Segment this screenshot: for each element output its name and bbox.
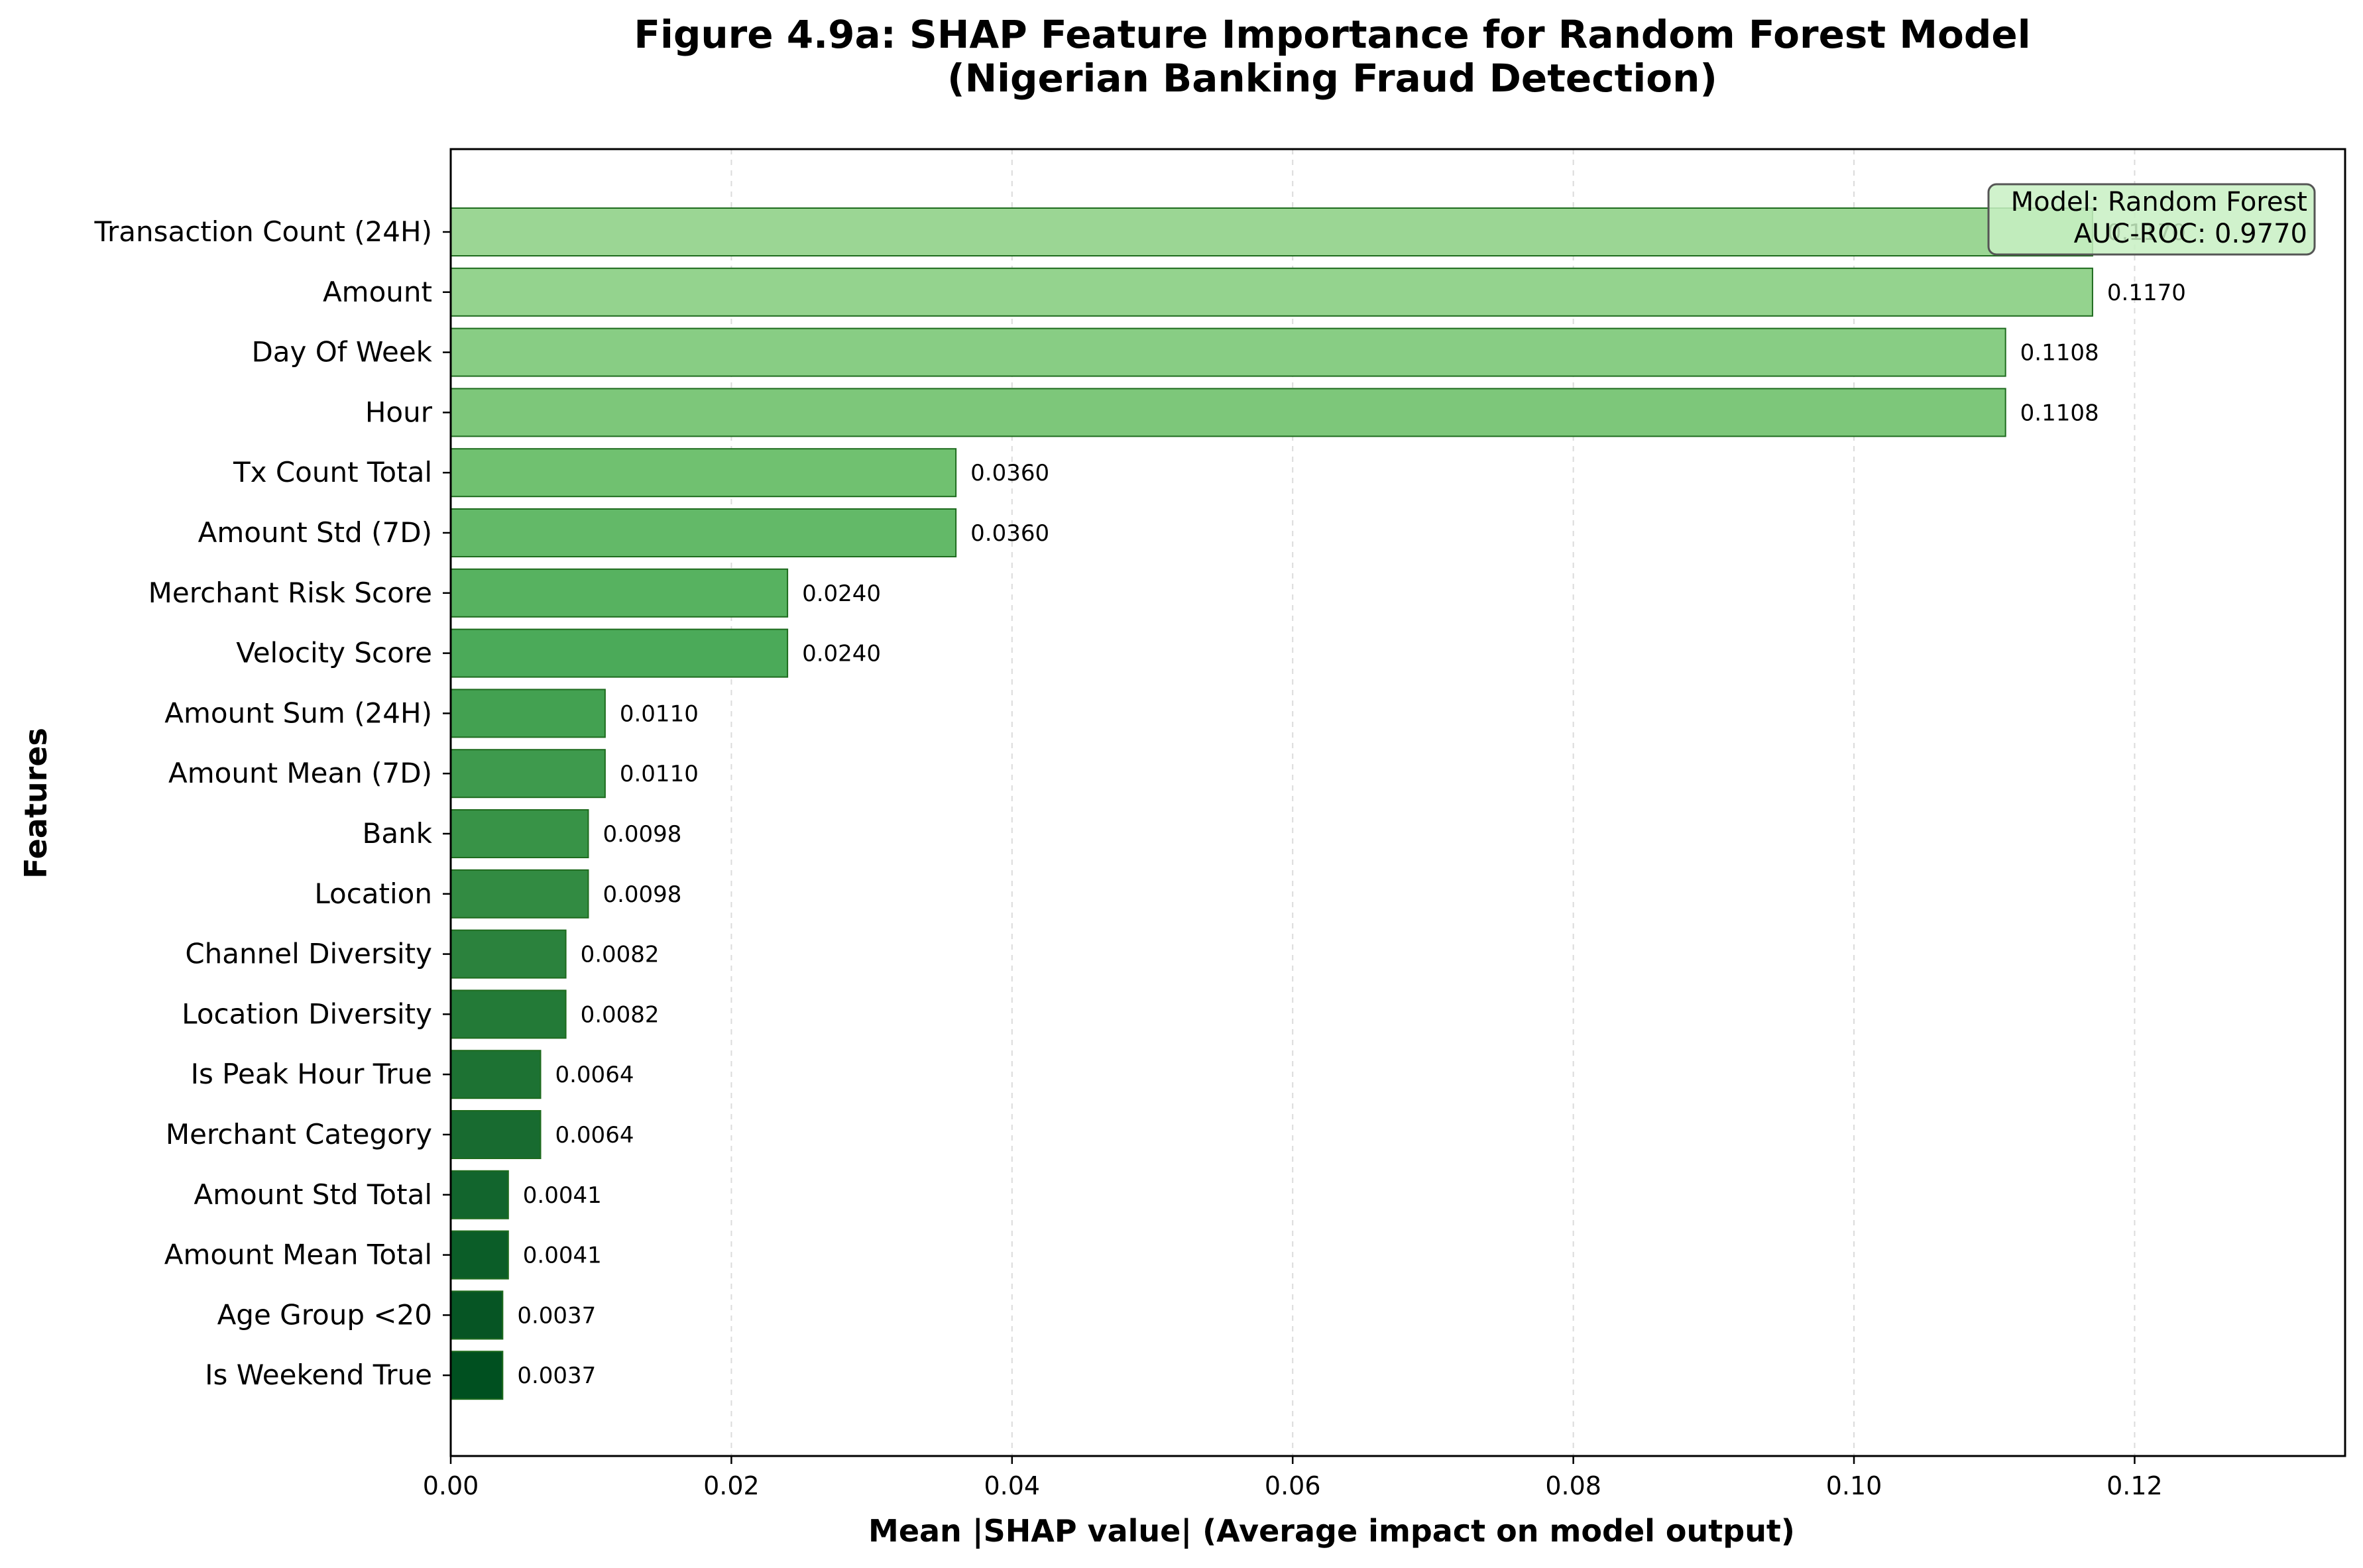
bar — [450, 1230, 509, 1280]
bar — [450, 809, 589, 858]
y-tick-label: Location — [314, 877, 432, 910]
y-tick-label: Hour — [365, 396, 433, 428]
bar — [450, 448, 957, 498]
bar-value-label: 0.1108 — [2020, 400, 2099, 426]
bar-value-label: 0.0082 — [581, 1001, 660, 1028]
y-tick-label: Amount Std Total — [194, 1178, 432, 1211]
y-tick-label: Day Of Week — [251, 336, 432, 368]
y-tick-label: Tx Count Total — [233, 456, 432, 488]
bar-value-label: 0.0360 — [970, 460, 1049, 486]
chart-title: Figure 4.9a: SHAP Feature Importance for… — [634, 12, 2030, 57]
bar — [450, 1050, 542, 1099]
bars-group — [450, 207, 2093, 1400]
bar-value-label: 0.0240 — [802, 581, 881, 607]
bar — [450, 869, 589, 919]
y-tick-label: Amount Mean Total — [164, 1239, 432, 1271]
y-tick-label: Velocity Score — [236, 637, 432, 669]
value-labels-group: 0.11700.11700.11080.11080.03600.03600.02… — [517, 219, 2186, 1389]
y-tick-label: Channel Diversity — [185, 938, 432, 970]
bar — [450, 989, 567, 1039]
bar — [450, 388, 2006, 437]
model-info-line-1: Model: Random Forest — [2011, 187, 2307, 217]
bar — [450, 508, 957, 557]
bar-value-label: 0.0037 — [517, 1302, 596, 1329]
y-tick-label: Is Weekend True — [205, 1359, 432, 1391]
x-tick-label: 0.02 — [703, 1471, 760, 1500]
bar-value-label: 0.0360 — [970, 520, 1049, 547]
y-tick-label: Location Diversity — [182, 997, 432, 1030]
bar-value-label: 0.0098 — [603, 881, 681, 908]
model-info-box-background — [1987, 183, 2316, 256]
bar — [450, 207, 2093, 256]
y-tick-label: Transaction Count (24H) — [94, 215, 433, 248]
bar-value-label: 0.0041 — [523, 1243, 602, 1269]
y-tick-label: Amount Std (7D) — [198, 516, 432, 549]
model-info-box: Model: Random Forest AUC-ROC: 0.9770 — [1987, 183, 2316, 256]
bar — [450, 689, 606, 738]
bar-value-label: 0.0041 — [523, 1182, 602, 1209]
bar — [450, 1110, 542, 1159]
x-axis-ticks: 0.00 0.02 0.04 0.06 0.08 0.10 0.12 — [423, 1456, 2163, 1500]
y-tick-label: Amount Sum (24H) — [164, 697, 432, 729]
bar-value-label: 0.0110 — [620, 700, 699, 727]
bar-value-label: 0.0082 — [581, 942, 660, 968]
model-info-line-2: AUC-ROC: 0.9770 — [2074, 219, 2307, 249]
bar — [450, 267, 2093, 317]
x-tick-label: 0.08 — [1545, 1471, 1601, 1500]
bar — [450, 749, 606, 799]
bar-value-label: 0.1170 — [2107, 280, 2186, 306]
bar — [450, 628, 789, 678]
bar — [450, 1290, 504, 1340]
y-tick-label: Merchant Category — [166, 1118, 432, 1150]
y-tick-label: Is Peak Hour True — [191, 1058, 432, 1090]
bar-value-label: 0.0064 — [555, 1062, 634, 1088]
x-axis-label: Mean |SHAP value| (Average impact on mod… — [868, 1513, 1795, 1549]
x-tick-label: 0.12 — [2106, 1471, 2163, 1500]
y-tick-label: Age Group <20 — [217, 1298, 432, 1331]
bar — [450, 929, 567, 979]
bar-value-label: 0.0240 — [802, 641, 881, 667]
bar — [450, 1351, 504, 1400]
plot-area-frame — [449, 148, 2346, 1457]
bar — [450, 1170, 509, 1219]
y-axis-label: Features — [18, 728, 54, 879]
x-tick-label: 0.04 — [984, 1471, 1041, 1500]
y-tick-label: Amount — [323, 276, 432, 308]
x-tick-label: 0.00 — [423, 1471, 479, 1500]
y-axis-ticks: Transaction Count (24H) Amount Day Of Week… — [94, 215, 451, 1391]
y-tick-label: Amount Mean (7D) — [168, 757, 432, 789]
x-tick-label: 0.06 — [1265, 1471, 1321, 1500]
bar-value-label: 0.0037 — [517, 1363, 596, 1389]
x-tick-label: 0.10 — [1826, 1471, 1882, 1500]
bar-value-label: 0.0064 — [555, 1122, 634, 1148]
bar-value-label: 0.1108 — [2020, 340, 2099, 366]
bar-value-label: 0.0110 — [620, 761, 699, 787]
bar-value-label: 0.0098 — [603, 821, 681, 848]
bar — [450, 568, 789, 618]
chart-subtitle: (Nigerian Banking Fraud Detection) — [947, 56, 1717, 101]
bar — [450, 327, 2006, 377]
y-tick-label: Bank — [363, 817, 433, 850]
y-tick-label: Merchant Risk Score — [148, 577, 432, 609]
